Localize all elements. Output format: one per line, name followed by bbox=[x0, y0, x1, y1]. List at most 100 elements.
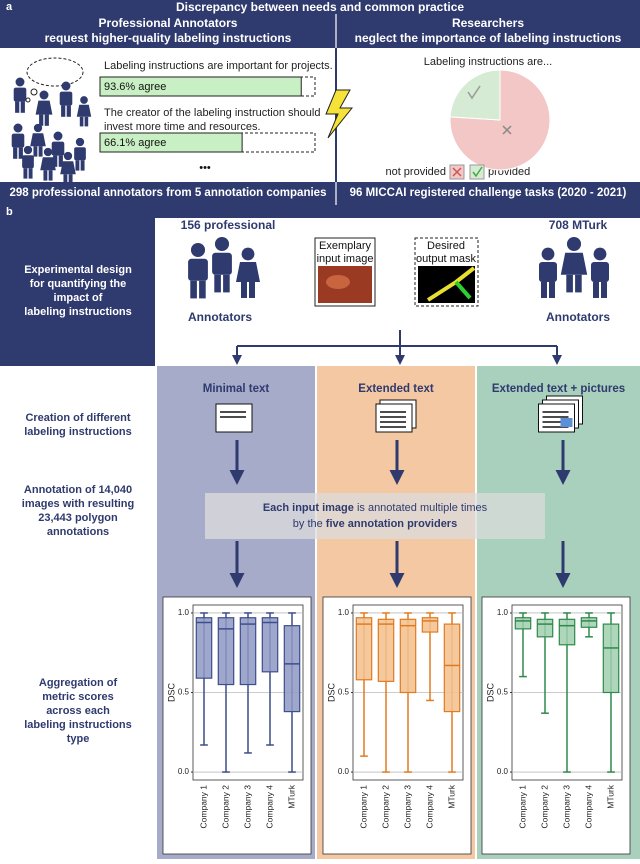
x-tick-label: MTurk bbox=[446, 784, 456, 809]
person-head bbox=[63, 151, 73, 161]
document-icon bbox=[375, 403, 413, 433]
x-tick-label: Company 4 bbox=[264, 785, 274, 829]
annotator-count: 708 MTurk bbox=[549, 218, 608, 232]
person-body bbox=[591, 262, 609, 282]
heading: neglect the importance of labeling instr… bbox=[355, 31, 622, 45]
person-leg bbox=[44, 114, 49, 126]
person-leg bbox=[20, 101, 25, 113]
x-tick-label: Company 4 bbox=[424, 785, 434, 829]
person-body bbox=[30, 133, 46, 147]
box bbox=[602, 623, 620, 694]
y-tick-label: 0.5 bbox=[338, 688, 350, 697]
y-axis-label: DSC bbox=[166, 683, 176, 703]
x-tick-label: Company 3 bbox=[242, 785, 252, 829]
thought-bubble bbox=[30, 88, 38, 96]
person-head bbox=[53, 131, 63, 141]
person-leg bbox=[541, 282, 547, 298]
lightning-icon bbox=[325, 89, 354, 139]
caption: input image bbox=[317, 253, 374, 265]
box bbox=[261, 617, 279, 673]
person-leg bbox=[33, 146, 38, 157]
check-icon bbox=[467, 85, 481, 100]
person-body bbox=[11, 133, 25, 148]
person-head bbox=[214, 236, 230, 252]
agree-bar bbox=[99, 76, 302, 97]
input-image bbox=[326, 275, 350, 289]
step-label: images with resulting bbox=[22, 498, 134, 510]
box bbox=[536, 618, 554, 638]
y-tick-label: 0.0 bbox=[178, 767, 190, 776]
box bbox=[558, 618, 576, 646]
person-leg bbox=[53, 155, 58, 167]
column-title: Minimal text bbox=[203, 383, 270, 395]
annotator-label: Annotators bbox=[188, 310, 252, 324]
person-leg bbox=[68, 174, 73, 185]
person-body bbox=[35, 100, 53, 115]
heading: request higher-quality labeling instruct… bbox=[45, 31, 292, 45]
panel-letter: a bbox=[6, 1, 13, 13]
y-axis-label: DSC bbox=[326, 683, 336, 703]
person-head bbox=[593, 247, 607, 261]
thought-bubble bbox=[25, 97, 31, 103]
step-label: across each bbox=[46, 705, 110, 717]
section-a-graphics: 93.6% agree 66.1% agree bbox=[99, 69, 551, 180]
charts: 0.0 0.5 1.0 DSC Company 1 Company 2 Company 3 C… bbox=[162, 596, 631, 855]
y-tick-label: 0.5 bbox=[178, 688, 190, 697]
box bbox=[399, 618, 417, 694]
person-body bbox=[60, 161, 76, 175]
person-head bbox=[190, 242, 206, 258]
box bbox=[443, 623, 461, 713]
person-leg bbox=[66, 105, 71, 117]
design-text: impact of bbox=[54, 292, 103, 304]
person-leg bbox=[48, 170, 53, 181]
person-head bbox=[75, 137, 85, 147]
person-body bbox=[40, 157, 56, 171]
person-body bbox=[22, 155, 34, 169]
person-leg bbox=[593, 282, 599, 298]
document-icon bbox=[215, 403, 253, 433]
x-tick-label: Company 2 bbox=[220, 785, 230, 829]
gray-box-text: Each input image is annotated multiple t… bbox=[263, 502, 488, 514]
x-tick-label: MTurk bbox=[286, 784, 296, 809]
person-head bbox=[61, 81, 71, 91]
thought-bubble bbox=[26, 57, 84, 87]
bold-part: five annotation providers bbox=[326, 518, 457, 530]
footer: 96 MICCAI registered challenge tasks (20… bbox=[350, 187, 627, 199]
ellipsis: ••• bbox=[199, 162, 211, 174]
person-leg bbox=[18, 147, 23, 159]
check-icon bbox=[472, 166, 483, 178]
step-label: type bbox=[67, 733, 90, 745]
person-body bbox=[59, 91, 73, 106]
y-tick-label: 0.0 bbox=[338, 767, 350, 776]
person-leg bbox=[249, 282, 255, 298]
caption: Desired bbox=[427, 240, 465, 252]
x-tick-label: Company 3 bbox=[402, 785, 412, 829]
statement: Labeling instructions are important for … bbox=[104, 60, 333, 72]
person-head bbox=[33, 123, 43, 133]
step-label: labeling instructions bbox=[24, 426, 132, 438]
legend-label: not provided bbox=[385, 166, 446, 178]
gray-box bbox=[205, 493, 545, 539]
text-part: is annotated multiple times bbox=[354, 502, 488, 514]
header-band bbox=[0, 0, 640, 48]
design-box bbox=[0, 218, 155, 366]
document-picture bbox=[560, 418, 573, 427]
bold-part: Each input image bbox=[263, 502, 354, 514]
person-head bbox=[23, 145, 33, 155]
footer: 298 professional annotators from 5 annot… bbox=[10, 187, 327, 199]
y-tick-label: 1.0 bbox=[338, 608, 350, 617]
statement: invest more time and resources. bbox=[104, 121, 261, 133]
person-leg bbox=[75, 160, 80, 171]
column-title: Extended text bbox=[358, 383, 434, 395]
person-leg bbox=[43, 170, 48, 181]
annotator-label: Annotators bbox=[546, 310, 610, 324]
bar-label: 66.1% agree bbox=[104, 137, 166, 149]
box bbox=[217, 617, 235, 686]
person-head bbox=[566, 236, 582, 252]
person-leg bbox=[223, 274, 230, 293]
x-tick-label: Company 2 bbox=[539, 785, 549, 829]
person-head bbox=[13, 123, 23, 133]
people bbox=[11, 77, 609, 299]
step-label: annotations bbox=[47, 526, 109, 538]
person-body bbox=[76, 104, 92, 117]
